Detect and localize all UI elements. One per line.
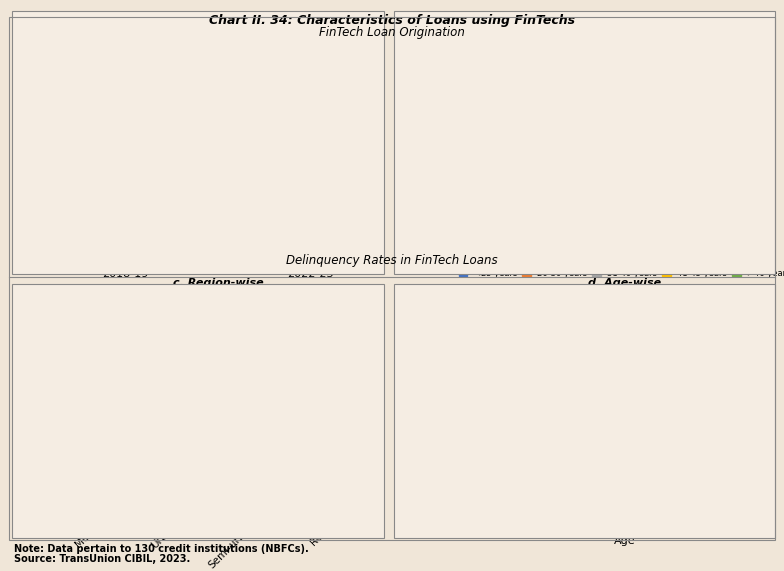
Text: 64: 64 bbox=[117, 183, 134, 195]
Text: 29: 29 bbox=[562, 139, 579, 152]
Bar bbox=[239, 386, 274, 511]
Y-axis label: Per cent of consumers: Per cent of consumers bbox=[30, 347, 40, 456]
Text: 36: 36 bbox=[117, 73, 134, 86]
Legend: <25 years, 26-30 years, 31-40 years, 41-45 years, >46 years: <25 years, 26-30 years, 31-40 years, 41-… bbox=[456, 266, 784, 281]
Title: b. Age-wise: b. Age-wise bbox=[588, 26, 662, 37]
Text: 49: 49 bbox=[302, 199, 319, 212]
Bar bbox=[269, 152, 352, 259]
Title: d. Age-wise: d. Age-wise bbox=[588, 279, 662, 288]
Bar bbox=[269, 40, 352, 152]
Text: 27: 27 bbox=[630, 191, 646, 204]
Wedge shape bbox=[583, 62, 625, 150]
Text: Note: Data pertain to 130 credit institutions (NBFCs).: Note: Data pertain to 130 credit institu… bbox=[14, 544, 309, 554]
Y-axis label: Per cent of consumers: Per cent of consumers bbox=[27, 95, 37, 204]
Text: FinTech Loan Origination: FinTech Loan Origination bbox=[319, 26, 465, 39]
Wedge shape bbox=[564, 73, 625, 150]
Text: 4: 4 bbox=[601, 80, 610, 93]
Wedge shape bbox=[578, 150, 704, 237]
Bar bbox=[317, 323, 352, 511]
Title: a. Population Group-wise: a. Population Group-wise bbox=[139, 26, 297, 37]
Bar bbox=[724, 475, 759, 511]
Bar bbox=[84, 386, 119, 511]
Text: Chart II. 34: Characteristics of Loans using FinTechs: Chart II. 34: Characteristics of Loans u… bbox=[209, 14, 575, 27]
Y-axis label: Per cent of consumers: Per cent of consumers bbox=[446, 347, 456, 456]
Text: Delinquency Rates in FinTech Loans: Delinquency Rates in FinTech Loans bbox=[286, 254, 498, 267]
Text: 8: 8 bbox=[637, 80, 644, 93]
Legend: Metro and Urban, Semi Urban and Rural: Metro and Urban, Semi Urban and Rural bbox=[90, 302, 346, 320]
Bar bbox=[84, 119, 167, 259]
Wedge shape bbox=[625, 62, 713, 187]
Title: c. Region-wise: c. Region-wise bbox=[172, 279, 263, 288]
Bar bbox=[568, 401, 604, 511]
Bar bbox=[84, 40, 167, 119]
Bar bbox=[491, 328, 526, 511]
Bar bbox=[162, 323, 197, 511]
Wedge shape bbox=[537, 86, 625, 223]
X-axis label: Age: Age bbox=[614, 536, 636, 546]
Text: 32: 32 bbox=[665, 134, 681, 147]
Text: Source: TransUnion CIBIL, 2023.: Source: TransUnion CIBIL, 2023. bbox=[14, 554, 191, 564]
Text: 51: 51 bbox=[302, 89, 319, 102]
Bar bbox=[646, 438, 681, 511]
